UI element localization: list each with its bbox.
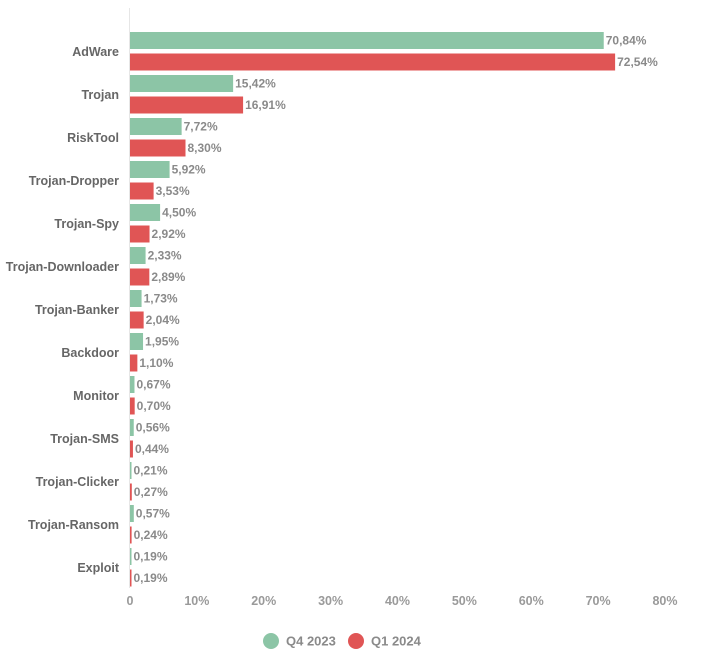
category-labels: AdWare Trojan RiskTool Trojan-Dropper Trojan… bbox=[6, 45, 120, 575]
data-label-monitor-q1-2024: 0,70% bbox=[137, 399, 171, 413]
bars-layer: 70,84% 72,54% 15,42% 16,91% 7,72% 8,30% 5,92% 3… bbox=[130, 32, 658, 587]
x-tick-label: 60% bbox=[519, 594, 544, 608]
data-label-exploit-q4-2023: 0,19% bbox=[134, 550, 168, 564]
category-label-backdoor: Backdoor bbox=[61, 346, 119, 360]
data-label-trojan-downloader-q4-2023: 2,33% bbox=[148, 249, 182, 263]
category-label-trojan-banker: Trojan-Banker bbox=[35, 303, 119, 317]
bar-trojan-ransom-q4-2023[interactable] bbox=[130, 505, 134, 522]
data-label-risktool-q1-2024: 8,30% bbox=[188, 141, 222, 155]
bar-trojan-banker-q1-2024[interactable] bbox=[130, 311, 144, 329]
bar-trojan-dropper-q4-2023[interactable] bbox=[130, 161, 170, 178]
bar-trojan-sms-q1-2024[interactable] bbox=[130, 440, 133, 458]
bar-trojan-q1-2024[interactable] bbox=[130, 96, 244, 114]
category-label-trojan-dropper: Trojan-Dropper bbox=[29, 174, 119, 188]
data-label-adware-q4-2023: 70,84% bbox=[606, 34, 647, 48]
category-label-trojan-downloader: Trojan-Downloader bbox=[6, 260, 119, 274]
x-tick-label: 70% bbox=[586, 594, 611, 608]
category-label-trojan-ransom: Trojan-Ransom bbox=[28, 518, 119, 532]
data-label-trojan-ransom-q4-2023: 0,57% bbox=[136, 507, 170, 521]
legend-item-q1-2024[interactable]: Q1 2024 bbox=[348, 633, 422, 649]
bar-risktool-q4-2023[interactable] bbox=[130, 118, 182, 135]
category-label-risktool: RiskTool bbox=[67, 131, 119, 145]
x-tick-label: 50% bbox=[452, 594, 477, 608]
bar-trojan-ransom-q1-2024[interactable] bbox=[130, 526, 132, 544]
bar-trojan-dropper-q1-2024[interactable] bbox=[130, 182, 154, 200]
data-label-trojan-clicker-q4-2023: 0,21% bbox=[134, 464, 168, 478]
bar-risktool-q1-2024[interactable] bbox=[130, 139, 186, 157]
bar-exploit-q4-2023[interactable] bbox=[130, 548, 132, 565]
data-label-trojan-dropper-q1-2024: 3,53% bbox=[156, 184, 190, 198]
x-tick-label: 40% bbox=[385, 594, 410, 608]
data-label-trojan-q4-2023: 15,42% bbox=[235, 77, 276, 91]
bar-adware-q4-2023[interactable] bbox=[130, 32, 604, 49]
category-label-adware: AdWare bbox=[72, 45, 119, 59]
category-label-trojan: Trojan bbox=[81, 88, 119, 102]
data-label-risktool-q4-2023: 7,72% bbox=[184, 120, 218, 134]
data-label-adware-q1-2024: 72,54% bbox=[617, 55, 658, 69]
category-label-exploit: Exploit bbox=[77, 561, 120, 575]
bar-trojan-clicker-q1-2024[interactable] bbox=[130, 483, 132, 501]
bar-monitor-q4-2023[interactable] bbox=[130, 376, 135, 393]
category-label-trojan-sms: Trojan-SMS bbox=[50, 432, 119, 446]
bar-trojan-clicker-q4-2023[interactable] bbox=[130, 462, 132, 479]
bar-trojan-spy-q4-2023[interactable] bbox=[130, 204, 161, 221]
data-label-trojan-downloader-q1-2024: 2,89% bbox=[151, 270, 185, 284]
x-tick-label: 80% bbox=[652, 594, 677, 608]
data-label-trojan-ransom-q1-2024: 0,24% bbox=[134, 528, 168, 542]
bar-trojan-spy-q1-2024[interactable] bbox=[130, 225, 150, 243]
data-label-trojan-spy-q4-2023: 4,50% bbox=[162, 206, 196, 220]
x-tick-label: 30% bbox=[318, 594, 343, 608]
data-label-trojan-banker-q1-2024: 2,04% bbox=[146, 313, 180, 327]
category-label-trojan-spy: Trojan-Spy bbox=[54, 217, 119, 231]
data-label-monitor-q4-2023: 0,67% bbox=[136, 378, 170, 392]
x-axis-tick-labels: 0 10% 20% 30% 40% 50% 60% 70% 80% bbox=[127, 594, 678, 608]
data-label-trojan-q1-2024: 16,91% bbox=[245, 98, 286, 112]
bar-trojan-sms-q4-2023[interactable] bbox=[130, 419, 134, 436]
data-label-trojan-banker-q4-2023: 1,73% bbox=[144, 292, 178, 306]
bar-adware-q1-2024[interactable] bbox=[130, 53, 616, 71]
bar-exploit-q1-2024[interactable] bbox=[130, 569, 132, 587]
legend-label: Q4 2023 bbox=[286, 634, 336, 649]
category-label-monitor: Monitor bbox=[73, 389, 119, 403]
bar-trojan-q4-2023[interactable] bbox=[130, 75, 234, 92]
data-label-backdoor-q4-2023: 1,95% bbox=[145, 335, 179, 349]
bar-backdoor-q1-2024[interactable] bbox=[130, 354, 138, 372]
x-tick-label: 20% bbox=[251, 594, 276, 608]
bar-backdoor-q4-2023[interactable] bbox=[130, 333, 144, 350]
bar-trojan-banker-q4-2023[interactable] bbox=[130, 290, 142, 307]
data-label-trojan-clicker-q1-2024: 0,27% bbox=[134, 485, 168, 499]
data-label-backdoor-q1-2024: 1,10% bbox=[139, 356, 173, 370]
data-label-exploit-q1-2024: 0,19% bbox=[134, 571, 168, 585]
data-label-trojan-spy-q1-2024: 2,92% bbox=[152, 227, 186, 241]
x-tick-label: 10% bbox=[184, 594, 209, 608]
bar-monitor-q1-2024[interactable] bbox=[130, 397, 135, 415]
legend-marker bbox=[263, 633, 279, 649]
category-label-trojan-clicker: Trojan-Clicker bbox=[36, 475, 119, 489]
legend[interactable]: Q4 2023 Q1 2024 bbox=[263, 633, 422, 649]
legend-label: Q1 2024 bbox=[371, 634, 422, 649]
bar-trojan-downloader-q1-2024[interactable] bbox=[130, 268, 150, 286]
legend-item-q4-2023[interactable]: Q4 2023 bbox=[263, 633, 336, 649]
x-tick-label: 0 bbox=[127, 594, 134, 608]
legend-marker bbox=[348, 633, 364, 649]
data-label-trojan-dropper-q4-2023: 5,92% bbox=[172, 163, 206, 177]
bar-trojan-downloader-q4-2023[interactable] bbox=[130, 247, 146, 264]
data-label-trojan-sms-q4-2023: 0,56% bbox=[136, 421, 170, 435]
data-label-trojan-sms-q1-2024: 0,44% bbox=[135, 442, 169, 456]
